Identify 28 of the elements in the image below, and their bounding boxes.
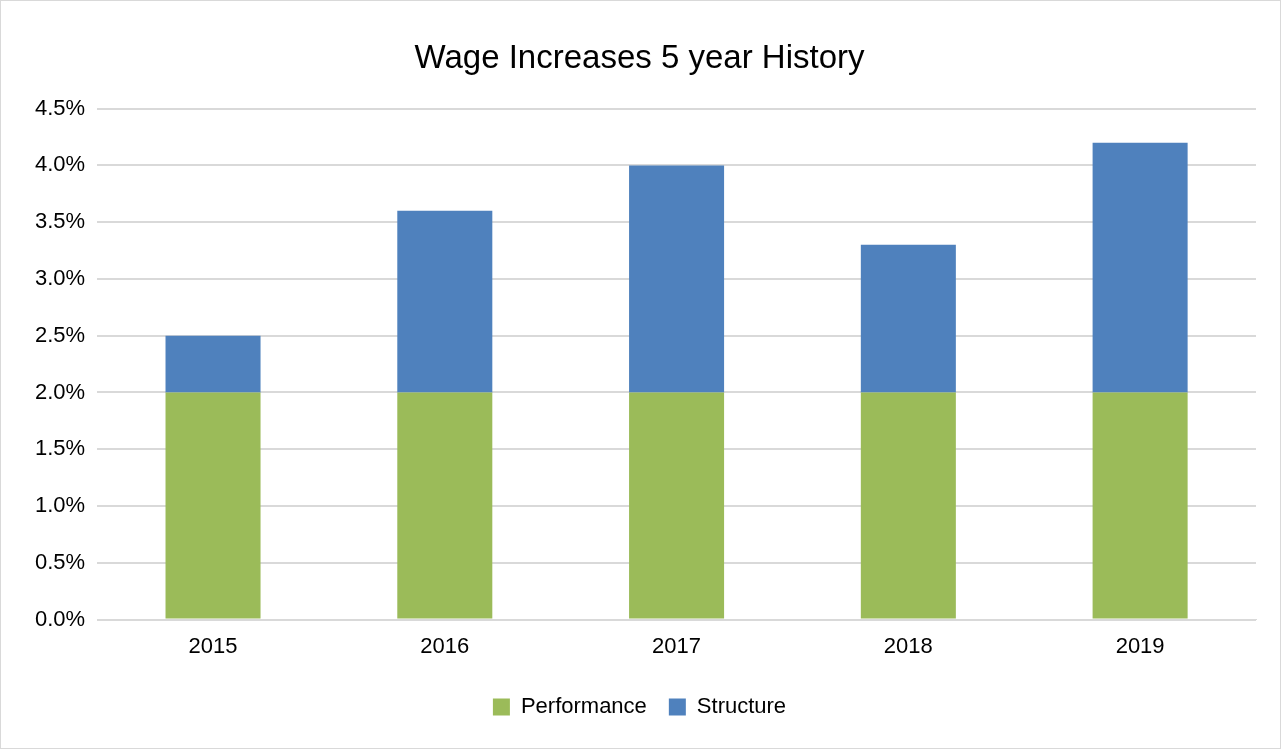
bar — [860, 392, 956, 619]
y-tick-label: 4.5% — [34, 94, 86, 120]
legend-label: Performance — [520, 693, 647, 719]
y-tick-label: 0.0% — [34, 605, 86, 631]
legend-label: Structure — [696, 693, 787, 719]
y-tick-label: 3.0% — [34, 265, 86, 290]
y-tick-label: 4.0% — [34, 151, 86, 177]
y-tick-label: 3.5% — [34, 208, 86, 234]
bar — [1092, 392, 1188, 619]
chart-title: Wage Increases 5 year History — [414, 37, 865, 75]
bar — [397, 392, 493, 619]
bar — [165, 392, 261, 619]
y-tick-label: 1.0% — [34, 492, 86, 518]
bar — [629, 165, 725, 393]
y-tick-label: 0.5% — [34, 548, 86, 574]
y-tick-label: 1.5% — [34, 435, 86, 461]
bar — [629, 392, 725, 619]
x-tick-label: 2017 — [652, 632, 702, 658]
x-tick-label: 2018 — [883, 632, 933, 658]
x-tick-label: 2016 — [420, 632, 470, 658]
bar — [397, 210, 493, 393]
bar — [165, 335, 261, 393]
bar — [860, 244, 956, 393]
bar — [1092, 142, 1188, 393]
y-tick-label: 2.0% — [34, 378, 86, 404]
y-tick-label: 2.5% — [34, 321, 86, 347]
x-tick-label: 2019 — [1115, 632, 1165, 658]
x-tick-label: 2015 — [188, 632, 238, 658]
